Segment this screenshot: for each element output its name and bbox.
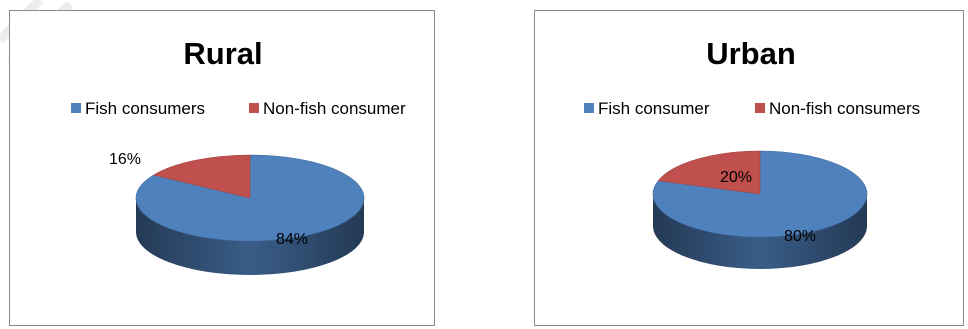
data-label-non-fish: 16%: [109, 151, 141, 168]
pie-slice-1: [657, 150, 761, 195]
chart-title: Rural: [183, 36, 262, 71]
data-label-fish: 84%: [276, 231, 308, 248]
legend-swatch-non-fish: [249, 103, 259, 113]
pie: [135, 154, 365, 275]
legend-label-non-fish: Non-fish consumers: [769, 99, 920, 118]
pie-slice-0: [652, 150, 868, 238]
pie-side-0: [136, 198, 364, 275]
rural-chart: Rural Fish consumers Non-fish consumer 8…: [9, 10, 435, 326]
rural-pie-chart: Rural Fish consumers Non-fish consumer 8…: [71, 36, 406, 275]
pie-side-0: [653, 194, 867, 269]
data-label-non-fish: 20%: [720, 169, 752, 186]
legend: Fish consumer Non-fish consumers: [584, 99, 920, 118]
legend-swatch-non-fish: [755, 103, 765, 113]
data-label-fish: 80%: [784, 228, 816, 245]
chart-title: Urban: [706, 36, 796, 71]
legend-label-non-fish: Non-fish consumer: [263, 99, 406, 118]
legend-label-fish: Fish consumers: [85, 99, 205, 118]
urban-pie-chart: Urban Fish consumer Non-fish consumers 8…: [584, 36, 920, 269]
pie: [652, 150, 868, 269]
legend-label-fish: Fish consumer: [598, 99, 710, 118]
urban-chart: Urban Fish consumer Non-fish consumers 8…: [534, 10, 964, 326]
pie-slice-1: [152, 154, 251, 199]
legend-swatch-fish: [71, 103, 81, 113]
legend: Fish consumers Non-fish consumer: [71, 99, 406, 118]
legend-swatch-fish: [584, 103, 594, 113]
